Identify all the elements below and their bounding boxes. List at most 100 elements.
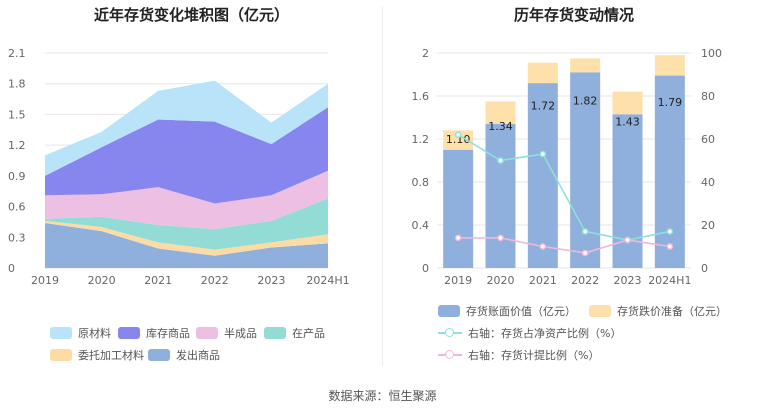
legend-item[interactable]: 存货跌价准备（亿元） — [589, 303, 727, 319]
legend-swatch — [148, 349, 170, 361]
y-left-tick-label: 0 — [422, 262, 429, 275]
data-source-footer: 数据来源：恒生聚源 — [328, 389, 437, 403]
y-left-tick-label: 1.6 — [412, 90, 430, 103]
line-series-0 — [457, 134, 670, 241]
legend-label: 委托加工材料 — [78, 349, 144, 362]
bar-impairment — [527, 62, 558, 84]
x-tick-label: 2021 — [144, 274, 172, 287]
y-tick-label: 0.6 — [8, 201, 26, 214]
line-point — [539, 150, 547, 158]
y-right-tick-label: 60 — [701, 133, 715, 146]
stacked-area-chart: 0 0.3 0.6 0.9 1.2 1.5 1.8 2.1 2019 2020 2021 2022 20… — [8, 47, 350, 287]
line-point — [454, 234, 462, 242]
legend-swatch — [438, 327, 462, 339]
y-left-tick-label: 0.4 — [412, 219, 430, 232]
line-point — [539, 243, 547, 250]
legend-item[interactable]: 右轴：存货占净资产比例（%） — [438, 325, 621, 341]
area-series-1 — [45, 220, 328, 256]
legend-label: 库存商品 — [146, 327, 190, 340]
bar-value-label: 1.72 — [531, 100, 556, 113]
bar-impairment — [612, 91, 643, 115]
line-series-1 — [458, 237, 670, 254]
legend-swatch — [118, 327, 140, 339]
bar-book-value — [485, 123, 516, 268]
area-series-4 — [45, 107, 328, 204]
bar-value-label: 1.79 — [658, 96, 683, 109]
y-tick-label: 0.9 — [8, 170, 26, 183]
legend-swatch — [438, 305, 460, 317]
y-tick-label: 1.5 — [8, 108, 26, 121]
bar-impairment — [485, 101, 516, 124]
y-tick-label: 1.2 — [8, 139, 26, 152]
y-tick-label: 0.3 — [8, 231, 26, 244]
line-point — [666, 228, 674, 235]
left-chart-title: 近年存货变化堆积图（亿元） — [93, 6, 289, 24]
bar-book-value — [570, 72, 601, 268]
bar-value-label: 1.34 — [488, 120, 513, 133]
legend-label: 右轴：存货占净资产比例（%） — [468, 327, 622, 340]
bar-value-label: 1.82 — [573, 94, 598, 107]
line-point — [497, 234, 504, 242]
bar-impairment — [570, 58, 601, 73]
legend-swatch — [50, 327, 72, 339]
line-point — [581, 228, 589, 235]
legend-item[interactable]: 在产品 — [264, 325, 325, 341]
x-tick-label: 2021 — [529, 274, 557, 287]
line-point — [666, 243, 674, 250]
y-right-tick-label: 40 — [701, 176, 715, 189]
line-point — [454, 131, 462, 139]
x-tick-label: 2024H1 — [306, 274, 349, 287]
legend-label: 在产品 — [292, 327, 325, 340]
x-tick-label: 2022 — [571, 274, 599, 287]
bar-book-value — [654, 75, 685, 268]
y-left-tick-label: 2 — [422, 47, 429, 60]
legend-item[interactable]: 库存商品 — [118, 325, 190, 341]
right-chart-title: 历年存货变动情况 — [513, 6, 634, 24]
bar-impairment — [654, 55, 685, 76]
x-tick-label: 2020 — [88, 274, 116, 287]
y-left-tick-label: 0.8 — [412, 176, 430, 189]
y-right-tick-label: 100 — [701, 47, 722, 60]
x-tick-label: 2019 — [31, 274, 59, 287]
area-series-0 — [45, 222, 328, 268]
y-tick-label: 0 — [8, 262, 15, 275]
legend-label: 发出商品 — [176, 349, 220, 362]
legend-swatch — [196, 327, 218, 339]
bar-book-value — [527, 83, 558, 268]
legend-swatch — [438, 349, 462, 361]
x-tick-label: 2024H1 — [648, 274, 691, 287]
panel-divider — [382, 6, 383, 366]
right-chart-panel: 历年存货变动情况 0 0.4 0.8 1.2 1.6 2 0 20 40 60 80 100 1.10 2… — [383, 0, 765, 380]
legend-item[interactable]: 委托加工材料 — [50, 347, 144, 363]
area-series-2 — [45, 198, 328, 250]
bar-impairment — [443, 130, 474, 150]
legend-swatch — [264, 327, 286, 339]
legend-item[interactable]: 原材料 — [50, 325, 111, 341]
area-series-3 — [45, 170, 328, 230]
legend-label: 右轴：存货计提比例（%） — [468, 349, 600, 362]
legend-item[interactable]: 半成品 — [196, 325, 257, 341]
legend-label: 半成品 — [224, 327, 257, 340]
y-right-tick-label: 20 — [701, 219, 715, 232]
x-tick-label: 2019 — [444, 274, 472, 287]
bar-value-label: 1.43 — [615, 115, 640, 128]
x-tick-label: 2023 — [257, 274, 285, 287]
area-series-5 — [45, 80, 328, 176]
legend-label: 存货跌价准备（亿元） — [617, 305, 727, 318]
legend-label: 原材料 — [78, 327, 111, 340]
bar-book-value — [612, 114, 643, 269]
legend-item[interactable]: 存货账面价值（亿元） — [438, 303, 576, 319]
x-tick-label: 2023 — [614, 274, 642, 287]
x-tick-label: 2020 — [487, 274, 515, 287]
x-tick-label: 2022 — [201, 274, 229, 287]
stacked-bar-chart: 00.40.81.21.620204060801001.1020191.3420… — [412, 47, 723, 287]
y-right-tick-label: 80 — [701, 90, 715, 103]
line-point — [581, 249, 589, 257]
legend-swatch — [589, 305, 611, 317]
y-tick-label: 2.1 — [8, 47, 26, 60]
legend-swatch — [50, 349, 72, 361]
legend-item[interactable]: 右轴：存货计提比例（%） — [438, 347, 599, 363]
legend-item[interactable]: 发出商品 — [148, 347, 220, 363]
legend-label: 存货账面价值（亿元） — [466, 305, 576, 318]
line-point — [624, 236, 631, 244]
